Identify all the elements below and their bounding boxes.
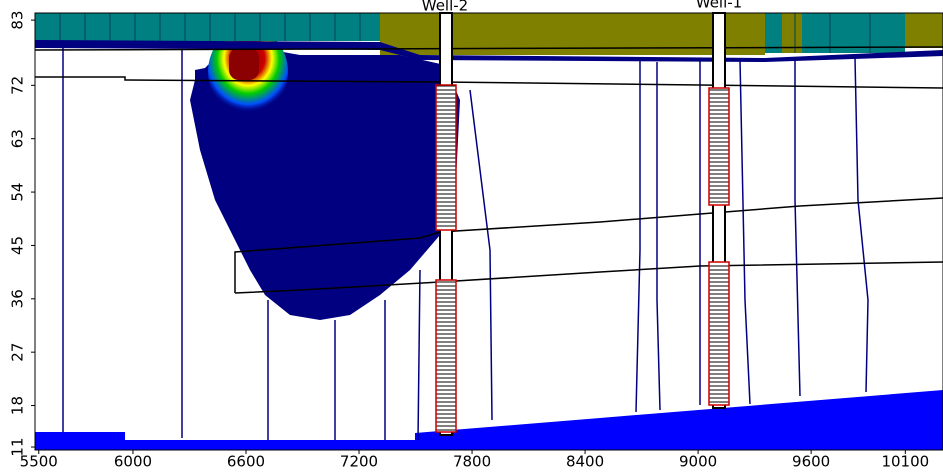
chart: Well-2 Well-1 55006000660072007800840090… [0,0,943,472]
y-tick-label: 18 [9,396,27,415]
section: Well-2 Well-1 [35,0,943,450]
x-tick-label: 9000 [679,453,717,471]
y-tick-label: 27 [9,343,27,362]
x-tick-label: 6600 [227,453,265,471]
source [229,48,259,80]
well-label: Well-1 [696,0,742,12]
y-tick-label: 54 [9,183,27,202]
y-tick-label: 45 [9,236,27,255]
top-layer [905,13,943,48]
y-tick-label: 63 [9,129,27,148]
x-tick-label: 6000 [114,453,152,471]
well [436,13,456,435]
y-tick-label: 36 [9,289,27,308]
x-tick-label: 9600 [792,453,830,471]
x-tick-label: 7800 [453,453,491,471]
well [709,13,729,408]
y-tick-label: 83 [9,11,27,30]
y-tick-label: 11 [9,437,27,456]
y-tick-label: 72 [9,76,27,95]
x-tick-label: 7200 [340,453,378,471]
x-tick-label: 10100 [881,453,929,471]
well-label: Well-2 [422,0,468,15]
x-tick-label: 8400 [566,453,604,471]
top-layer [35,13,380,41]
plot-area [35,13,943,450]
